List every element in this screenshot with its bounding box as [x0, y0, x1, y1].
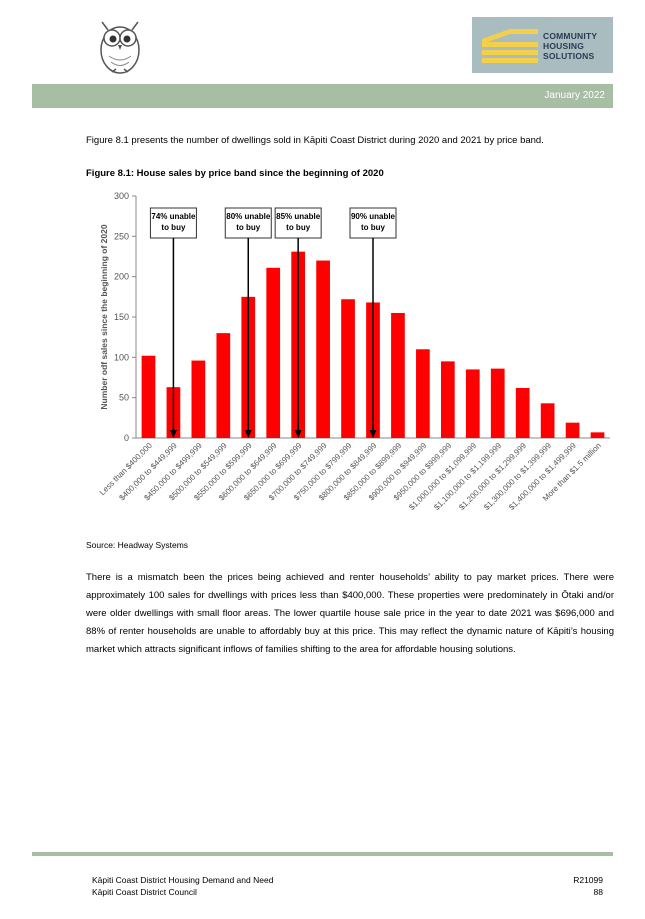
community-housing-solutions-logo: COMMUNITY HOUSING SOLUTIONS — [472, 17, 613, 73]
annotation-arrowhead — [369, 430, 377, 438]
annotation-label: 80% unable — [226, 212, 271, 221]
bar — [216, 333, 231, 438]
source-note: Source: Headway Systems — [86, 540, 189, 550]
annotation-label: to buy — [161, 223, 186, 232]
y-tick-label: 300 — [114, 191, 129, 201]
annotation-label: to buy — [361, 223, 386, 232]
annotation-box — [349, 207, 397, 239]
bar — [515, 387, 530, 438]
y-tick-label: 0 — [124, 433, 129, 443]
bar — [191, 360, 206, 438]
header-band: January 2022 — [32, 84, 613, 108]
annotation-arrowhead — [169, 430, 177, 438]
owl-logo — [100, 21, 140, 74]
y-axis-label: Number odf sales since the beginning of … — [99, 224, 109, 409]
annotation-label: to buy — [286, 223, 311, 232]
body-paragraph: There is a mismatch been the prices bein… — [86, 572, 614, 655]
annotation-label: 74% unable — [151, 212, 196, 221]
footer-doc-title: Kāpiti Coast District Housing Demand and… — [92, 875, 274, 885]
bar — [465, 369, 480, 438]
bar — [416, 349, 430, 438]
y-tick-label: 100 — [114, 352, 129, 362]
figure-title: Figure 8.1: House sales by price band si… — [86, 168, 384, 179]
y-tick-label: 250 — [114, 231, 129, 241]
bar — [316, 260, 330, 438]
bar — [266, 267, 281, 438]
logo-line-3: SOLUTIONS — [543, 51, 595, 61]
logo-line-1: COMMUNITY — [543, 31, 598, 41]
annotation-box — [274, 207, 322, 239]
housing-bars-icon — [482, 29, 538, 63]
annotation-box — [149, 207, 197, 239]
annotation-label: 90% unable — [351, 212, 396, 221]
y-tick-label: 150 — [114, 312, 129, 322]
bar — [490, 368, 505, 438]
bar — [540, 403, 555, 438]
intro-paragraph: Figure 8.1 presents the number of dwelli… — [86, 135, 544, 146]
footer-page-number: 88 — [593, 887, 603, 897]
footer-org: Kāpiti Coast District Council — [92, 887, 197, 897]
bar — [391, 312, 405, 438]
header-date: January 2022 — [544, 90, 605, 101]
footer-left: Kāpiti Coast District Housing Demand and… — [92, 874, 273, 898]
bar — [341, 299, 355, 438]
footer-rule — [32, 852, 613, 856]
bar — [440, 361, 455, 438]
y-tick-label: 200 — [114, 272, 129, 282]
annotation-label: to buy — [236, 223, 261, 232]
footer-right: R21099 88 — [573, 874, 603, 898]
annotation-label: 85% unable — [276, 212, 321, 221]
annotation-arrowhead — [294, 430, 302, 438]
bar — [141, 355, 156, 438]
price-band-bar-chart: 0 50 100 150 200 250 300 Number odf sales since… — [98, 191, 610, 512]
footer-ref: R21099 — [573, 875, 603, 885]
bar — [590, 432, 605, 438]
annotation-arrowhead — [244, 430, 252, 438]
logo-line-2: HOUSING — [543, 41, 585, 51]
y-tick-label: 50 — [119, 393, 129, 403]
bar — [565, 422, 580, 438]
